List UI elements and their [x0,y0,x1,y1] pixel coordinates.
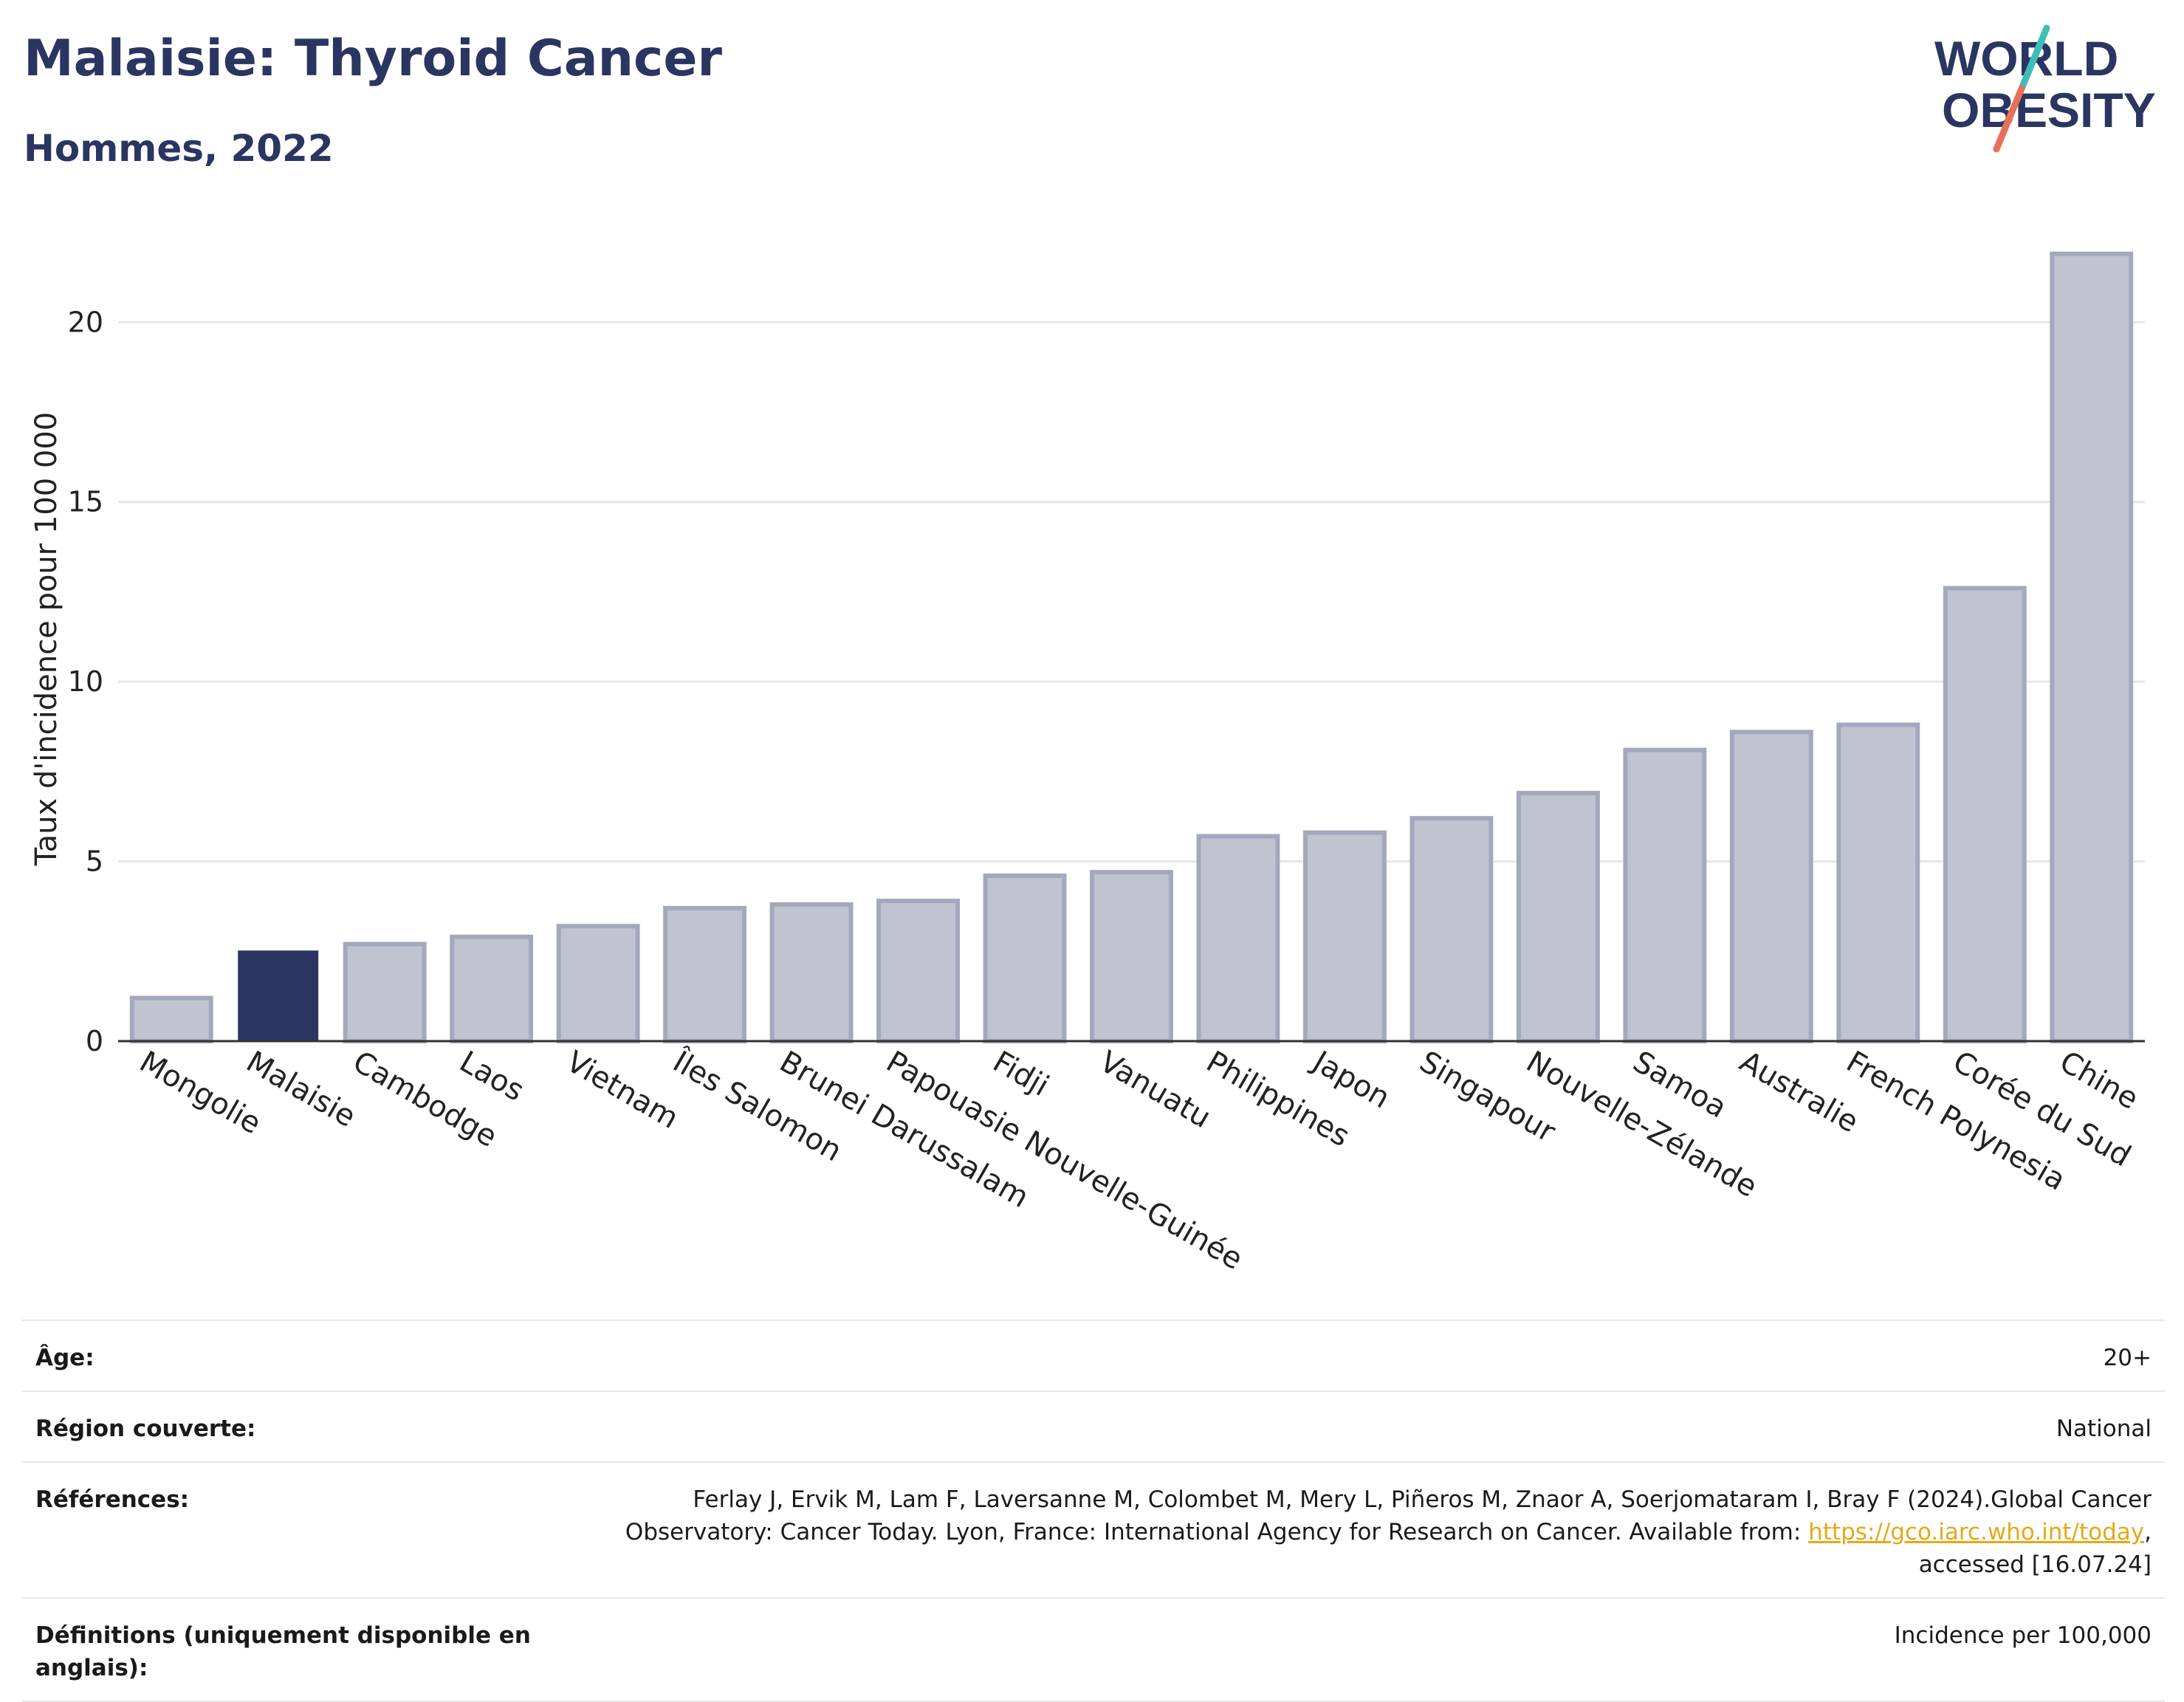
x-tick-label: Vietnam [560,1045,684,1136]
y-tick-label: 5 [86,845,103,878]
y-tick-label: 20 [68,306,103,338]
region-label: Région couverte: [35,1416,256,1442]
info-table: Âge: 20+ Région couverte: National Référ… [22,1320,2165,1702]
bar [769,902,854,1043]
bar [238,950,319,1042]
bar [1729,730,1813,1043]
bar [2050,251,2134,1043]
references-text-2: Observatory: Cancer Today. Lyon, France:… [625,1519,1809,1545]
info-row-definitions: Définitions (uniquement disponible en an… [22,1597,2165,1702]
bar [1943,586,2027,1043]
logo-text-obesity: OBESITY [1942,83,2156,137]
info-row-age: Âge: 20+ [22,1320,2165,1390]
references-text-4: accessed [16.07.24] [1918,1551,2152,1578]
bar [663,905,747,1043]
age-value: 20+ [2103,1345,2152,1371]
chart-title: Malaisie: Thyroid Cancer [24,30,723,88]
logo-slash-teal [2018,24,2050,92]
y-tick-label: 15 [68,486,103,518]
bar [1516,791,1600,1044]
bar [1623,747,1707,1043]
bar [1196,834,1280,1043]
bar [1836,722,1920,1043]
bar [983,874,1067,1043]
info-row-region: Région couverte: National [22,1390,2165,1461]
x-tick-label: Vanuatu [1094,1045,1217,1135]
x-tick-label: Fidji [987,1045,1054,1103]
y-tick-label: 0 [86,1025,103,1057]
definitions-value: Incidence per 100,000 [1894,1622,2152,1649]
x-tick-label: Laos [454,1045,530,1108]
bar [1090,870,1173,1043]
bar-chart: 0 5 10 15 20 Taux d'incidence pour 100 000 Mon… [30,251,2145,1277]
references-text-3: , [2144,1519,2152,1545]
chart-subtitle: Hommes, 2022 [24,127,334,170]
bar [876,899,961,1044]
x-tick-label: Australie [1734,1045,1864,1139]
bar [343,941,427,1043]
region-value: National [2056,1416,2152,1442]
references-label: Références: [35,1486,190,1513]
x-tick-label: Mongolie [134,1045,267,1141]
bar [450,934,534,1043]
definitions-label: Définitions (uniquement disponible en an… [35,1622,531,1681]
y-tick-label: 10 [68,665,103,698]
bar [556,924,640,1044]
bar [1409,816,1494,1043]
logo-slash-coral [1993,85,2025,153]
bar [129,995,213,1044]
references-value: Ferlay J, Ervik M, Lam F, Laversanne M, … [625,1483,2152,1581]
world-obesity-logo: WORLD OBESITY [1934,24,2156,153]
age-label: Âge: [35,1345,95,1371]
references-link[interactable]: https://gco.iarc.who.int/today [1808,1519,2145,1545]
bar [1302,830,1387,1043]
info-row-references: Références: Ferlay J, Ervik M, Lam F, La… [22,1461,2165,1597]
references-text-1: Ferlay J, Ervik M, Lam F, Laversanne M, … [693,1486,2152,1513]
y-axis-label: Taux d'incidence pour 100 000 [30,412,63,866]
